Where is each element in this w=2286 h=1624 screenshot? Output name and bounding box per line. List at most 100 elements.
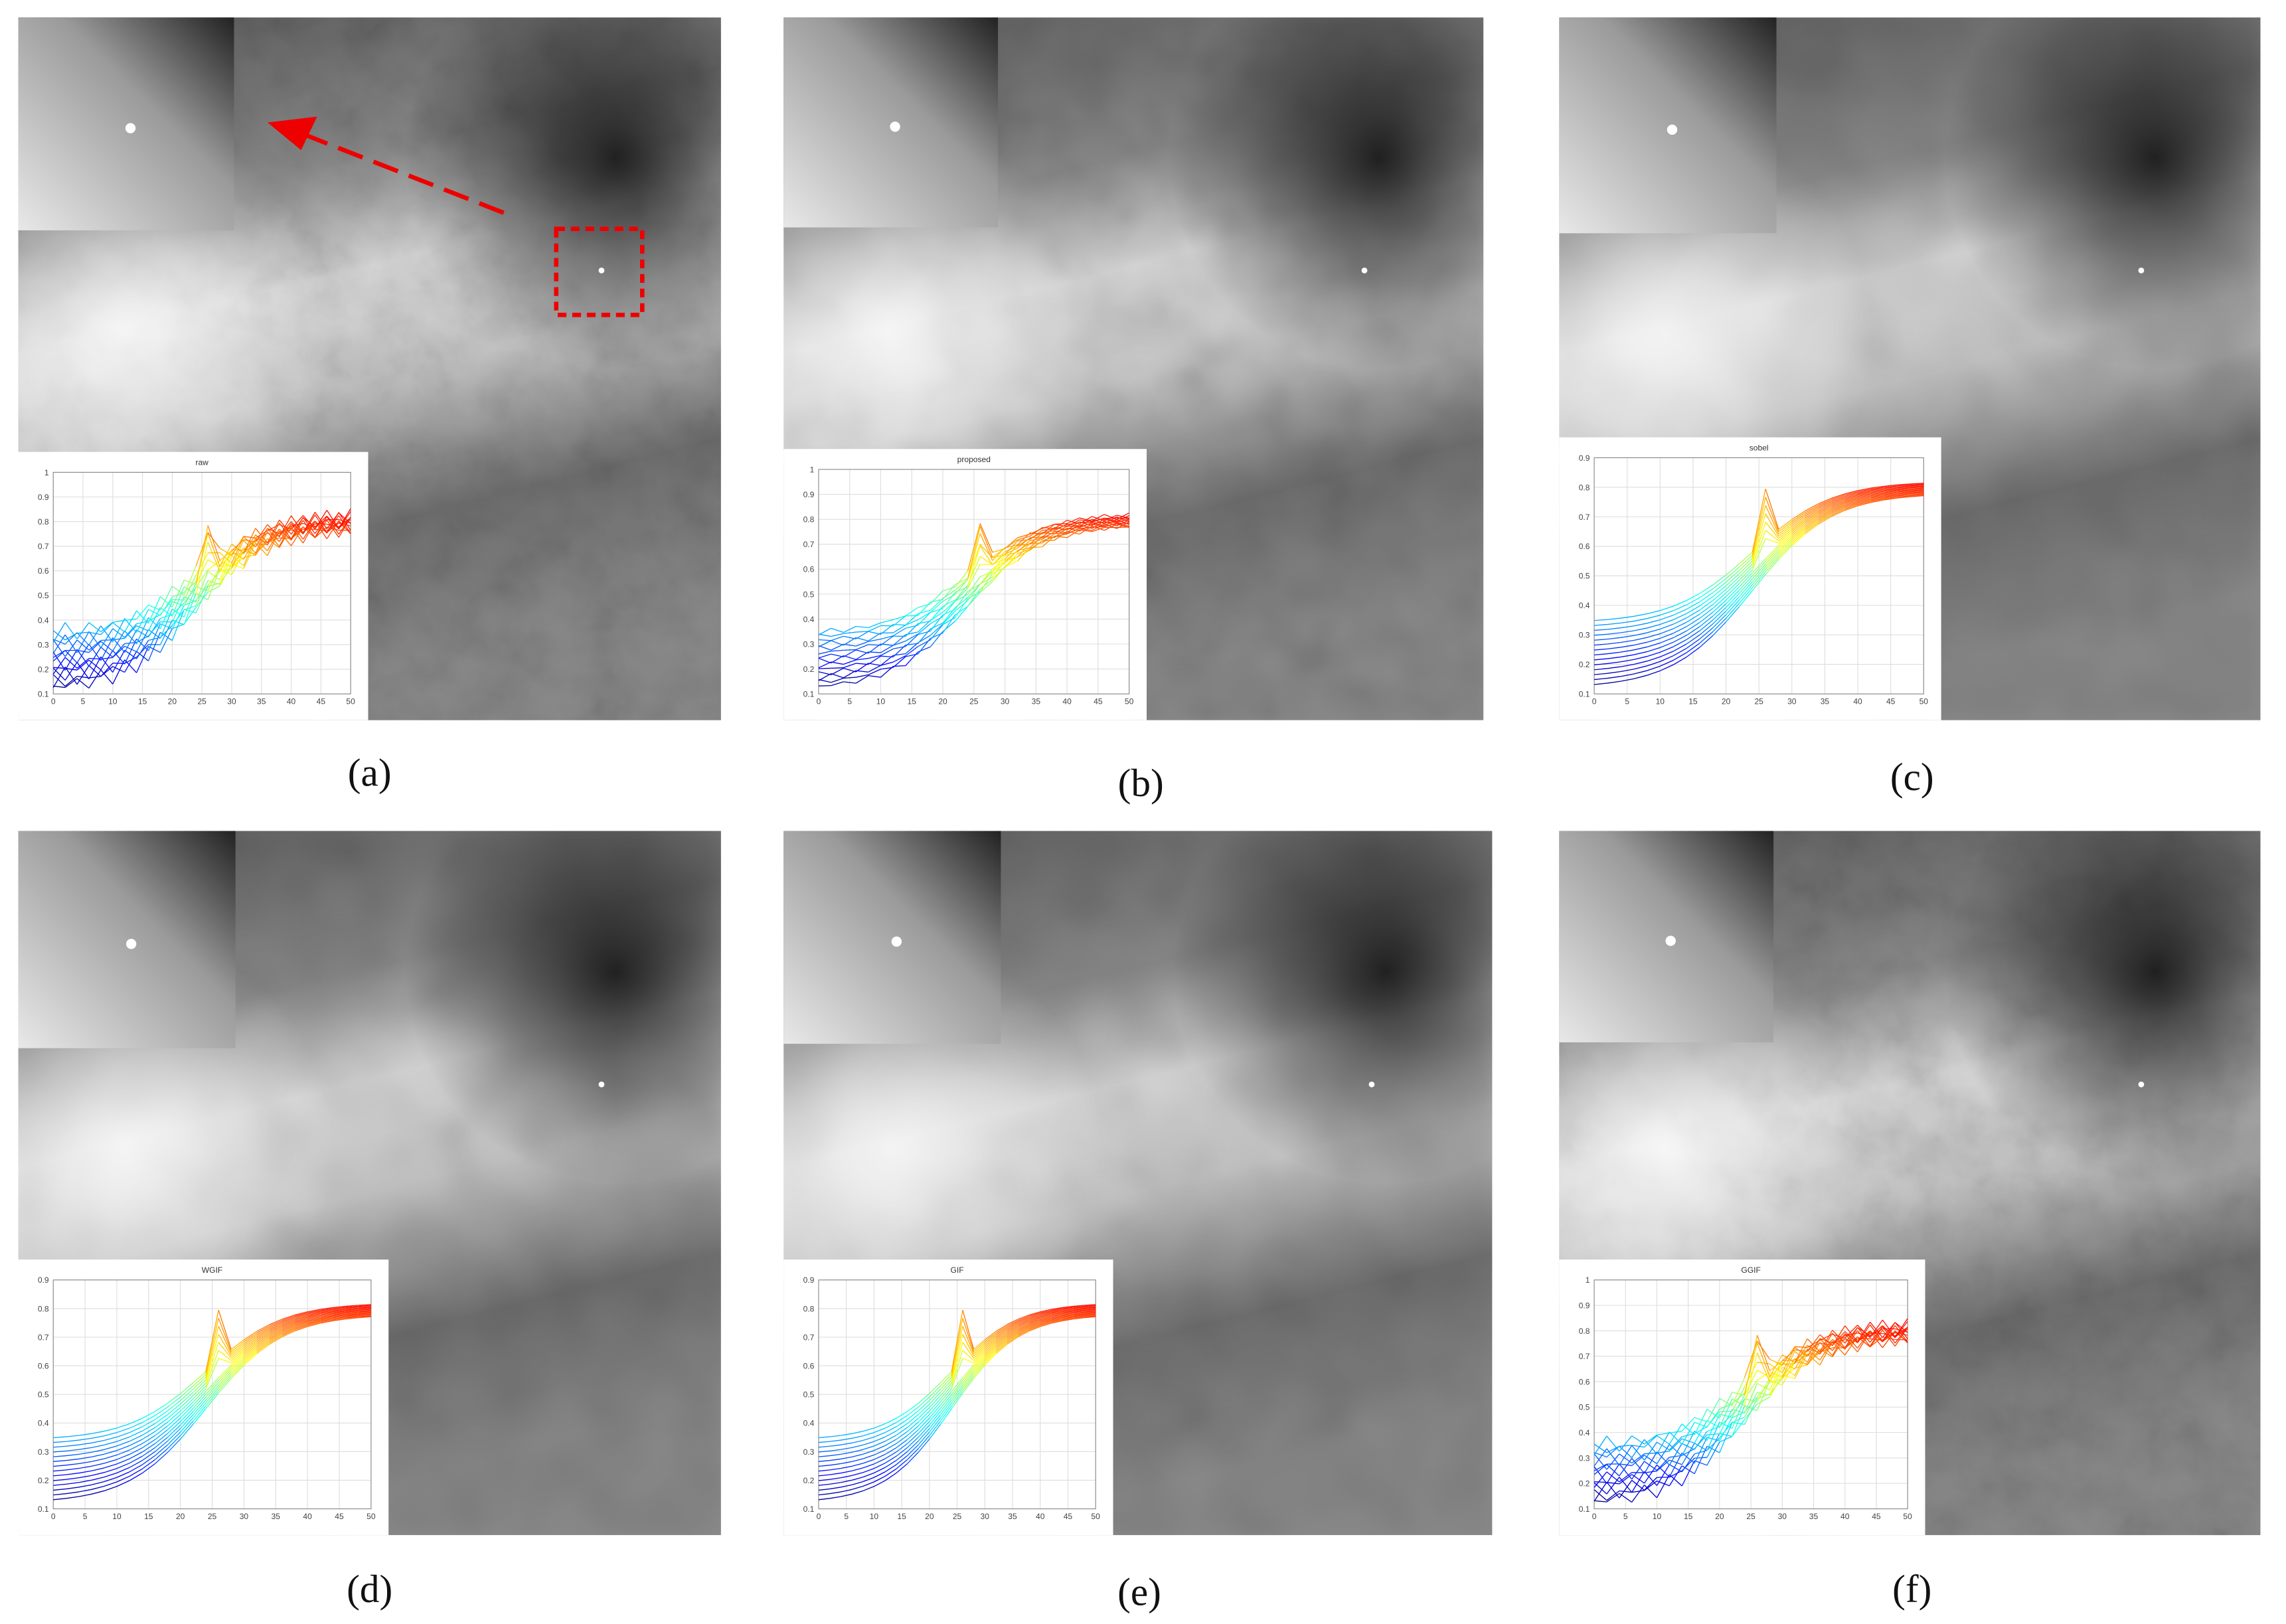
mesh-line <box>1719 1435 1733 1443</box>
mesh-line <box>141 1423 155 1431</box>
mesh-line <box>141 1419 155 1427</box>
mesh-line <box>124 618 137 633</box>
mesh-line <box>154 1433 168 1444</box>
mesh-line <box>1079 523 1092 532</box>
mesh-line <box>831 677 844 683</box>
mesh-line <box>940 1380 952 1393</box>
mesh-line <box>906 1444 919 1456</box>
mesh-line <box>100 656 114 673</box>
mesh-line <box>1791 525 1806 536</box>
mesh-line <box>129 1447 143 1455</box>
mesh-line <box>1644 1451 1658 1474</box>
mesh-line <box>1870 493 1884 497</box>
mesh-line <box>64 657 78 669</box>
mesh-line <box>1805 509 1819 519</box>
mesh-line <box>243 1348 257 1360</box>
x-tick-label: 20 <box>1722 697 1731 706</box>
mesh-line <box>230 1345 244 1357</box>
mesh-line <box>1660 651 1674 657</box>
mesh-line <box>116 1467 130 1474</box>
mesh-line <box>267 524 280 531</box>
x-tick-label: 25 <box>197 697 206 706</box>
mesh-line <box>862 1468 874 1473</box>
mesh-line <box>1706 1420 1720 1428</box>
mesh-line <box>1857 491 1872 495</box>
mesh-line <box>1073 1307 1085 1309</box>
mesh-line <box>831 667 844 669</box>
mesh-line <box>1819 1333 1833 1341</box>
mesh-line <box>124 657 137 664</box>
mesh-line <box>91 1458 104 1463</box>
mesh-line <box>1051 1316 1063 1320</box>
mesh-line <box>979 573 993 592</box>
mesh-line <box>320 1314 333 1318</box>
mesh-line <box>1738 558 1753 571</box>
mesh-line <box>219 568 232 576</box>
mesh-line <box>320 1310 333 1313</box>
mesh-line <box>100 669 114 685</box>
mesh-line <box>1818 503 1832 511</box>
mesh-line <box>1062 1309 1074 1313</box>
mesh-line <box>1051 1313 1063 1317</box>
mesh-line <box>1857 497 1872 502</box>
x-tick-label: 45 <box>317 697 326 706</box>
mesh-line <box>1028 1311 1040 1316</box>
mesh-line <box>1844 496 1858 501</box>
mesh-line <box>1857 499 1872 503</box>
x-tick-label: 15 <box>1688 697 1698 706</box>
mesh-line <box>112 645 125 658</box>
mesh-line <box>892 655 906 663</box>
mesh-line <box>160 607 173 617</box>
mesh-line <box>1778 543 1793 558</box>
mesh-line <box>1706 1433 1720 1458</box>
mesh-line <box>1805 505 1819 513</box>
mesh-line <box>282 1325 295 1332</box>
mesh-line <box>1807 1340 1821 1348</box>
mesh-line <box>1719 1392 1733 1419</box>
mesh-line <box>1752 574 1766 591</box>
mesh-line <box>1594 1481 1607 1483</box>
mesh-line <box>291 527 304 544</box>
mesh-line <box>171 580 185 608</box>
mesh-line <box>851 1467 863 1472</box>
mesh-line <box>1732 1405 1746 1437</box>
mesh-line <box>1769 1360 1783 1372</box>
mesh-line <box>1092 514 1105 522</box>
mesh-line <box>1726 596 1740 611</box>
mesh-line <box>1781 1354 1795 1363</box>
mesh-line <box>1699 608 1714 619</box>
mesh-line <box>1084 1315 1096 1317</box>
mesh-line <box>100 628 114 648</box>
mesh-line <box>1633 641 1647 646</box>
mesh-line <box>53 1493 66 1496</box>
mesh-line <box>831 640 844 646</box>
mesh-line <box>843 677 857 679</box>
mesh-line <box>929 1398 941 1412</box>
mesh-line <box>1791 531 1806 544</box>
mesh-line <box>962 1378 975 1394</box>
mesh-line <box>230 1339 244 1350</box>
mesh-line <box>91 1431 104 1434</box>
mesh-line <box>1744 1398 1757 1402</box>
mesh-line <box>136 651 149 661</box>
mesh-line <box>884 1422 897 1429</box>
y-tick-label: 0.4 <box>38 1419 49 1428</box>
mesh-line <box>979 556 993 566</box>
mesh-line <box>358 1309 371 1312</box>
mesh-line <box>907 1429 919 1440</box>
mesh-line <box>91 1439 104 1443</box>
mesh-line <box>129 1468 143 1477</box>
mesh-line <box>256 1331 270 1340</box>
mesh-line <box>843 681 857 684</box>
mesh-line <box>918 623 931 635</box>
mesh-line <box>1681 1460 1695 1487</box>
mesh-line <box>141 1427 155 1436</box>
mesh-line <box>1017 536 1030 540</box>
mesh-line <box>1673 617 1687 625</box>
mesh-line <box>1844 495 1858 500</box>
mesh-line <box>992 560 1006 578</box>
mesh-line <box>907 1418 919 1428</box>
mesh-line <box>1910 486 1924 489</box>
x-tick-label: 35 <box>1008 1512 1017 1521</box>
mesh-line <box>160 596 173 608</box>
